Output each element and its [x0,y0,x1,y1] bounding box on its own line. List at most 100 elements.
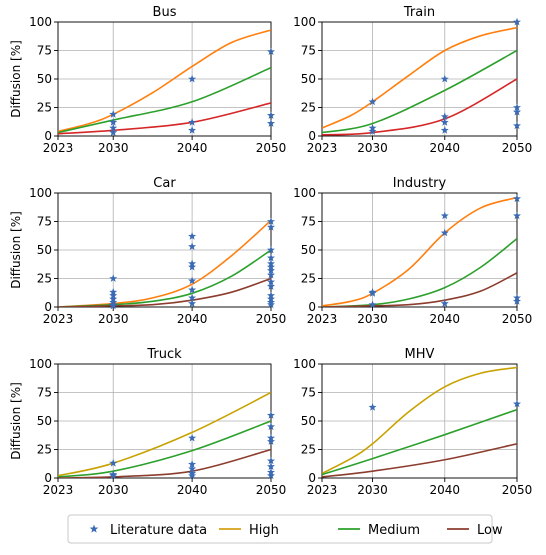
x-tick-label: 2030 [357,141,388,155]
legend-star-marker [89,524,99,533]
series-line-high [322,366,517,475]
literature-data-point [267,462,275,470]
literature-data-point [267,111,275,119]
x-tick-label: 2050 [502,483,533,497]
literature-data-point [267,300,275,309]
literature-data-point [109,110,118,118]
literature-data-point [188,118,197,126]
literature-data-point [188,262,197,271]
literature-data-point [267,411,275,419]
x-tick-label: 2040 [430,141,461,155]
literature-data-point [267,471,275,480]
legend-label: Low [477,523,503,538]
literature-data-point [109,118,118,126]
x-tick-label: 2023 [43,141,74,155]
series-line-low [58,102,271,135]
literature-data-point [267,266,275,274]
literature-data-point [368,97,377,106]
y-tick-label: 50 [37,72,52,86]
x-tick-label: 2050 [502,312,533,326]
chart-panel-truck: 2023 2030 2040 2050 0 25 50 75 100 Truck Diffusion… [9,347,286,497]
y-tick-label: 0 [308,300,316,314]
legend-label: Medium [368,523,420,538]
literature-data-point [513,297,521,305]
y-tick-label: 100 [29,357,52,371]
literature-data-point [513,17,521,26]
literature-data-point [368,300,377,309]
literature-data-point [513,399,521,408]
literature-data-point [267,270,275,279]
literature-data-point [440,118,449,126]
chart-title: Train [403,5,435,20]
literature-data-point [188,464,197,473]
literature-data-point [440,299,449,307]
y-tick-label: 0 [44,471,52,485]
literature-data-point [188,471,197,480]
series-line-low [322,443,517,478]
y-tick-label: 75 [37,44,52,58]
y-tick-label: 25 [301,443,316,457]
legend: Literature data High Medium Low [67,514,503,544]
literature-data-point [267,223,275,231]
literature-data-point [188,433,197,442]
literature-data-point [440,112,449,121]
literature-data-point [109,458,118,467]
literature-data-point [267,245,275,254]
y-tick-label: 25 [37,101,52,115]
x-tick-label: 2030 [98,483,129,497]
y-tick-label: 50 [301,72,316,86]
literature-data-point [513,121,521,130]
x-tick-label: 2023 [43,483,74,497]
literature-data-point [188,299,197,307]
literature-data-point [267,456,275,465]
y-tick-label: 50 [301,243,316,257]
y-tick-label: 25 [37,272,52,286]
chart-title: Industry [393,176,447,191]
literature-data-point [513,211,521,220]
literature-data-point [188,74,197,83]
y-tick-label: 25 [37,443,52,457]
series-line-high [58,391,271,477]
y-tick-label: 0 [44,300,52,314]
series-line-high [322,196,517,307]
series-line-low [322,78,517,136]
y-tick-label: 50 [301,414,316,428]
y-axis-label: Diffusion [%] [9,40,23,118]
literature-data-point [440,74,449,83]
y-tick-label: 25 [301,272,316,286]
literature-data-point [513,103,521,111]
literature-data-point [368,127,377,135]
literature-data-point [267,119,275,127]
chart-panel-train: 2023 2030 2040 2050 0 25 50 75 100 Train [293,5,532,155]
x-tick-label: 2023 [43,312,74,326]
y-axis-label: Diffusion [%] [9,211,23,289]
x-tick-label: 2050 [256,141,287,155]
chart-panel-bus: 2023 2030 2040 2050 0 25 50 75 100 Bus Diffusion [… [9,5,286,155]
y-tick-label: 0 [308,129,316,143]
literature-data-point [109,123,118,132]
x-tick-label: 2040 [177,312,208,326]
literature-data-point [513,107,521,116]
literature-data-point [188,242,197,250]
y-tick-label: 100 [29,186,52,200]
literature-data-point [513,194,521,203]
literature-data-point [368,403,377,411]
literature-data-point [267,253,275,262]
x-tick-label: 2050 [502,141,533,155]
series-line-medium [58,249,271,307]
x-tick-label: 2030 [98,141,129,155]
series-line-high [322,26,517,129]
y-tick-label: 25 [301,101,316,115]
literature-data-point [188,293,197,302]
chart-panel-mhv: 2023 2030 2040 2050 0 25 50 75 100 MHV [293,347,532,497]
x-tick-label: 2023 [307,312,338,326]
legend-label: Literature data [110,523,207,538]
y-tick-label: 0 [308,471,316,485]
x-tick-label: 2050 [256,312,287,326]
y-tick-label: 75 [37,215,52,229]
y-tick-label: 50 [37,243,52,257]
literature-data-point [267,437,275,445]
x-tick-label: 2040 [430,483,461,497]
series-line-high [58,219,271,307]
y-tick-label: 100 [293,15,316,29]
